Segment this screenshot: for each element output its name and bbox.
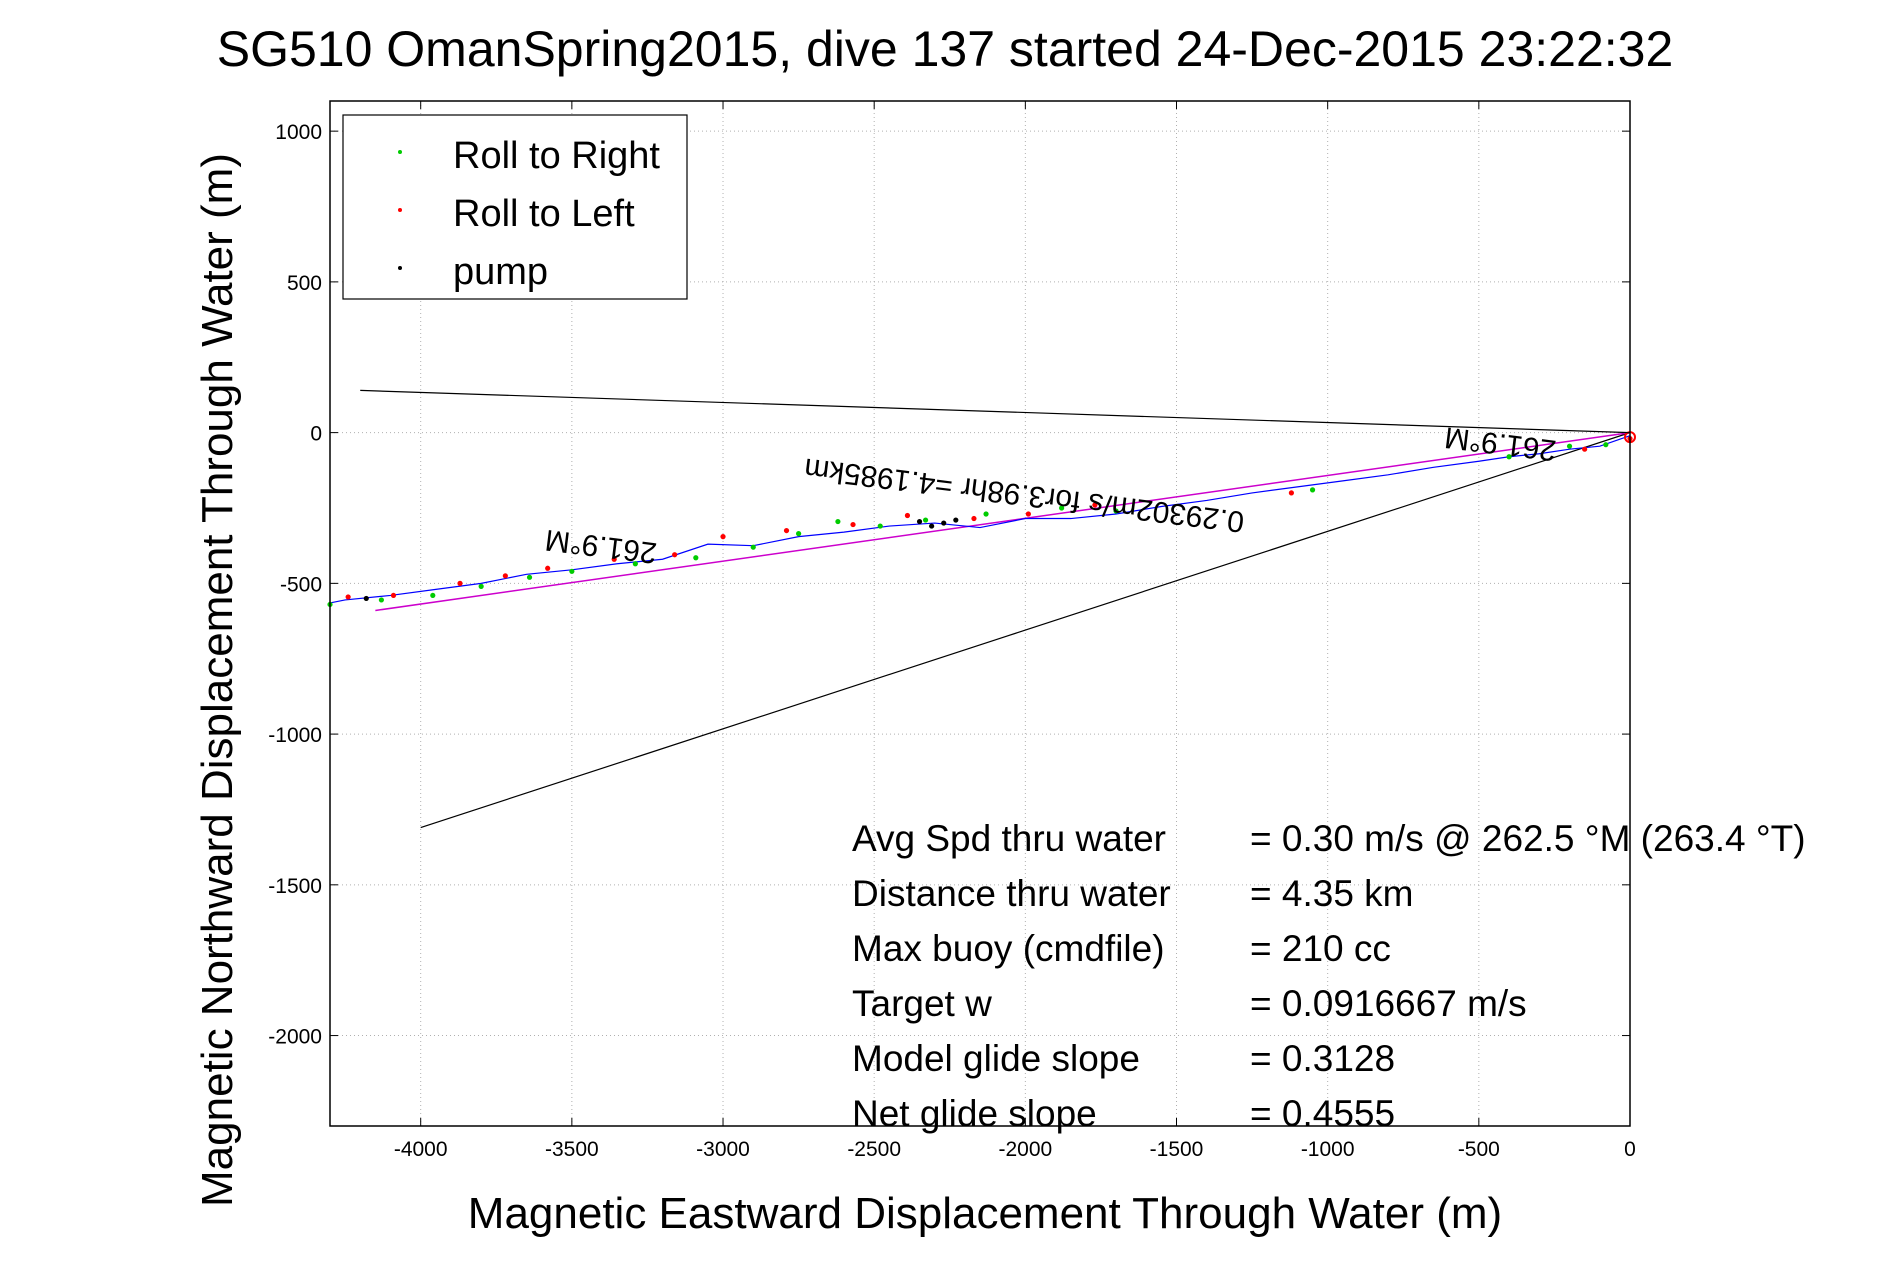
stat-label-model-glide: Model glide slope: [852, 1038, 1140, 1079]
stat-value-distance: = 4.35 km: [1250, 873, 1414, 914]
stat-value-max-buoy: = 210 cc: [1250, 928, 1391, 969]
roll-left-point: [850, 521, 856, 528]
stat-value-model-glide: = 0.3128: [1250, 1038, 1395, 1079]
roll-left-point: [971, 515, 977, 522]
track-line: [329, 435, 1631, 604]
x-tick-label: -3000: [696, 1138, 750, 1161]
x-axis-label: Magnetic Eastward Displacement Through W…: [468, 1189, 1502, 1238]
roll-right-point: [1309, 487, 1316, 493]
pump-point: [941, 520, 947, 526]
bracket-line-lower: [420, 432, 1631, 829]
roll-right-point: [1113, 508, 1119, 514]
legend-marker-pump: [398, 266, 402, 270]
annotations: 261.9°M 0.29302m/s for3.98hr =4.1985km 261…: [543, 420, 1558, 569]
stat-label-target-w: Target w: [852, 983, 992, 1024]
stats-block: Avg Spd thru water = 0.30 m/s @ 262.5 °M…: [852, 818, 1806, 1134]
data-series: [327, 389, 1636, 829]
roll-left-point: [457, 580, 463, 586]
y-tick-label: 500: [287, 272, 322, 295]
roll-right-point: [526, 574, 533, 580]
bracket-line-upper: [360, 389, 1631, 434]
y-tick-label: -1500: [268, 875, 322, 898]
roll-left-point: [904, 512, 911, 519]
plot-frame: [329, 100, 1631, 1127]
pump-point: [916, 518, 923, 525]
current-annotation: 0.29302m/s for3.98hr =4.1985km: [802, 451, 1246, 538]
roll-right-point: [877, 523, 883, 529]
roll-right-point: [796, 531, 802, 537]
x-tick-label: -2000: [998, 1138, 1052, 1161]
roll-right-point: [632, 561, 638, 567]
stat-label-max-buoy: Max buoy (cmdfile): [852, 928, 1165, 969]
y-tick-label: -2000: [268, 1026, 322, 1049]
y-tick-label: 1000: [275, 121, 322, 144]
y-axis-label: Magnetic Northward Displacement Through …: [193, 153, 242, 1207]
axis-ticks: -4000 -3500 -3000 -2500 -2000 -1500 -1000 -500 0…: [268, 101, 1636, 1161]
roll-left-point: [1582, 446, 1588, 452]
heading-annotation-far: 261.9°M: [543, 523, 658, 569]
roll-right-point: [1506, 454, 1512, 460]
roll-left-point: [672, 552, 678, 558]
x-tick-label: -1000: [1301, 1138, 1355, 1161]
roll-left-point: [611, 556, 617, 562]
roll-right-point: [983, 511, 989, 517]
legend-label-pump: pump: [453, 251, 548, 293]
stat-label-net-glide: Net glide slope: [852, 1093, 1097, 1134]
roll-left-point: [1288, 490, 1294, 496]
stat-label-distance: Distance thru water: [852, 873, 1171, 914]
stat-label-avg-speed: Avg Spd thru water: [852, 818, 1166, 859]
x-tick-label: -500: [1458, 1138, 1500, 1161]
y-tick-label: -500: [280, 573, 322, 596]
x-tick-label: 0: [1624, 1138, 1636, 1161]
roll-left-point: [783, 527, 790, 534]
chart-title: SG510 OmanSpring2015, dive 137 started 2…: [217, 21, 1674, 77]
y-tick-label: -1000: [268, 724, 322, 747]
stat-value-net-glide: = 0.4555: [1250, 1093, 1395, 1134]
roll-right-point: [1566, 443, 1573, 449]
stat-value-target-w: = 0.0916667 m/s: [1250, 983, 1527, 1024]
x-tick-label: -3500: [545, 1138, 599, 1161]
roll-left-point: [390, 592, 397, 599]
roll-left-point: [545, 565, 551, 571]
roll-right-point: [1603, 442, 1609, 448]
roll-left-point: [345, 594, 351, 600]
roll-right-point: [430, 592, 436, 599]
legend-marker-roll-right: [398, 150, 402, 154]
pump-point: [953, 517, 959, 523]
roll-left-point: [502, 573, 508, 579]
legend-label-roll-left: Roll to Left: [453, 193, 635, 235]
roll-left-point: [1025, 511, 1031, 517]
pump-point: [929, 523, 935, 529]
x-tick-label: -4000: [394, 1138, 448, 1161]
roll-right-point: [835, 518, 841, 525]
roll-right-point: [569, 568, 575, 574]
legend-marker-roll-left: [398, 208, 402, 212]
roll-right-point: [1059, 505, 1065, 511]
legend-label-roll-right: Roll to Right: [453, 135, 660, 177]
x-tick-label: -2500: [847, 1138, 901, 1161]
x-tick-label: -1500: [1150, 1138, 1204, 1161]
heading-annotation-near: 261.9°M: [1443, 420, 1558, 466]
y-tick-label: 0: [310, 423, 322, 446]
roll-right-point: [750, 544, 756, 550]
roll-right-point: [922, 517, 929, 523]
roll-left-point: [720, 534, 726, 540]
pump-point: [363, 595, 369, 602]
heading-line: [375, 431, 1631, 612]
stat-value-avg-speed: = 0.30 m/s @ 262.5 °M (263.4 °T): [1250, 818, 1806, 859]
legend: Roll to Right Roll to Left pump: [342, 114, 688, 300]
roll-left-point: [1092, 502, 1098, 508]
roll-right-point: [693, 555, 699, 561]
roll-right-point: [478, 583, 484, 589]
roll-right-point: [378, 597, 384, 603]
